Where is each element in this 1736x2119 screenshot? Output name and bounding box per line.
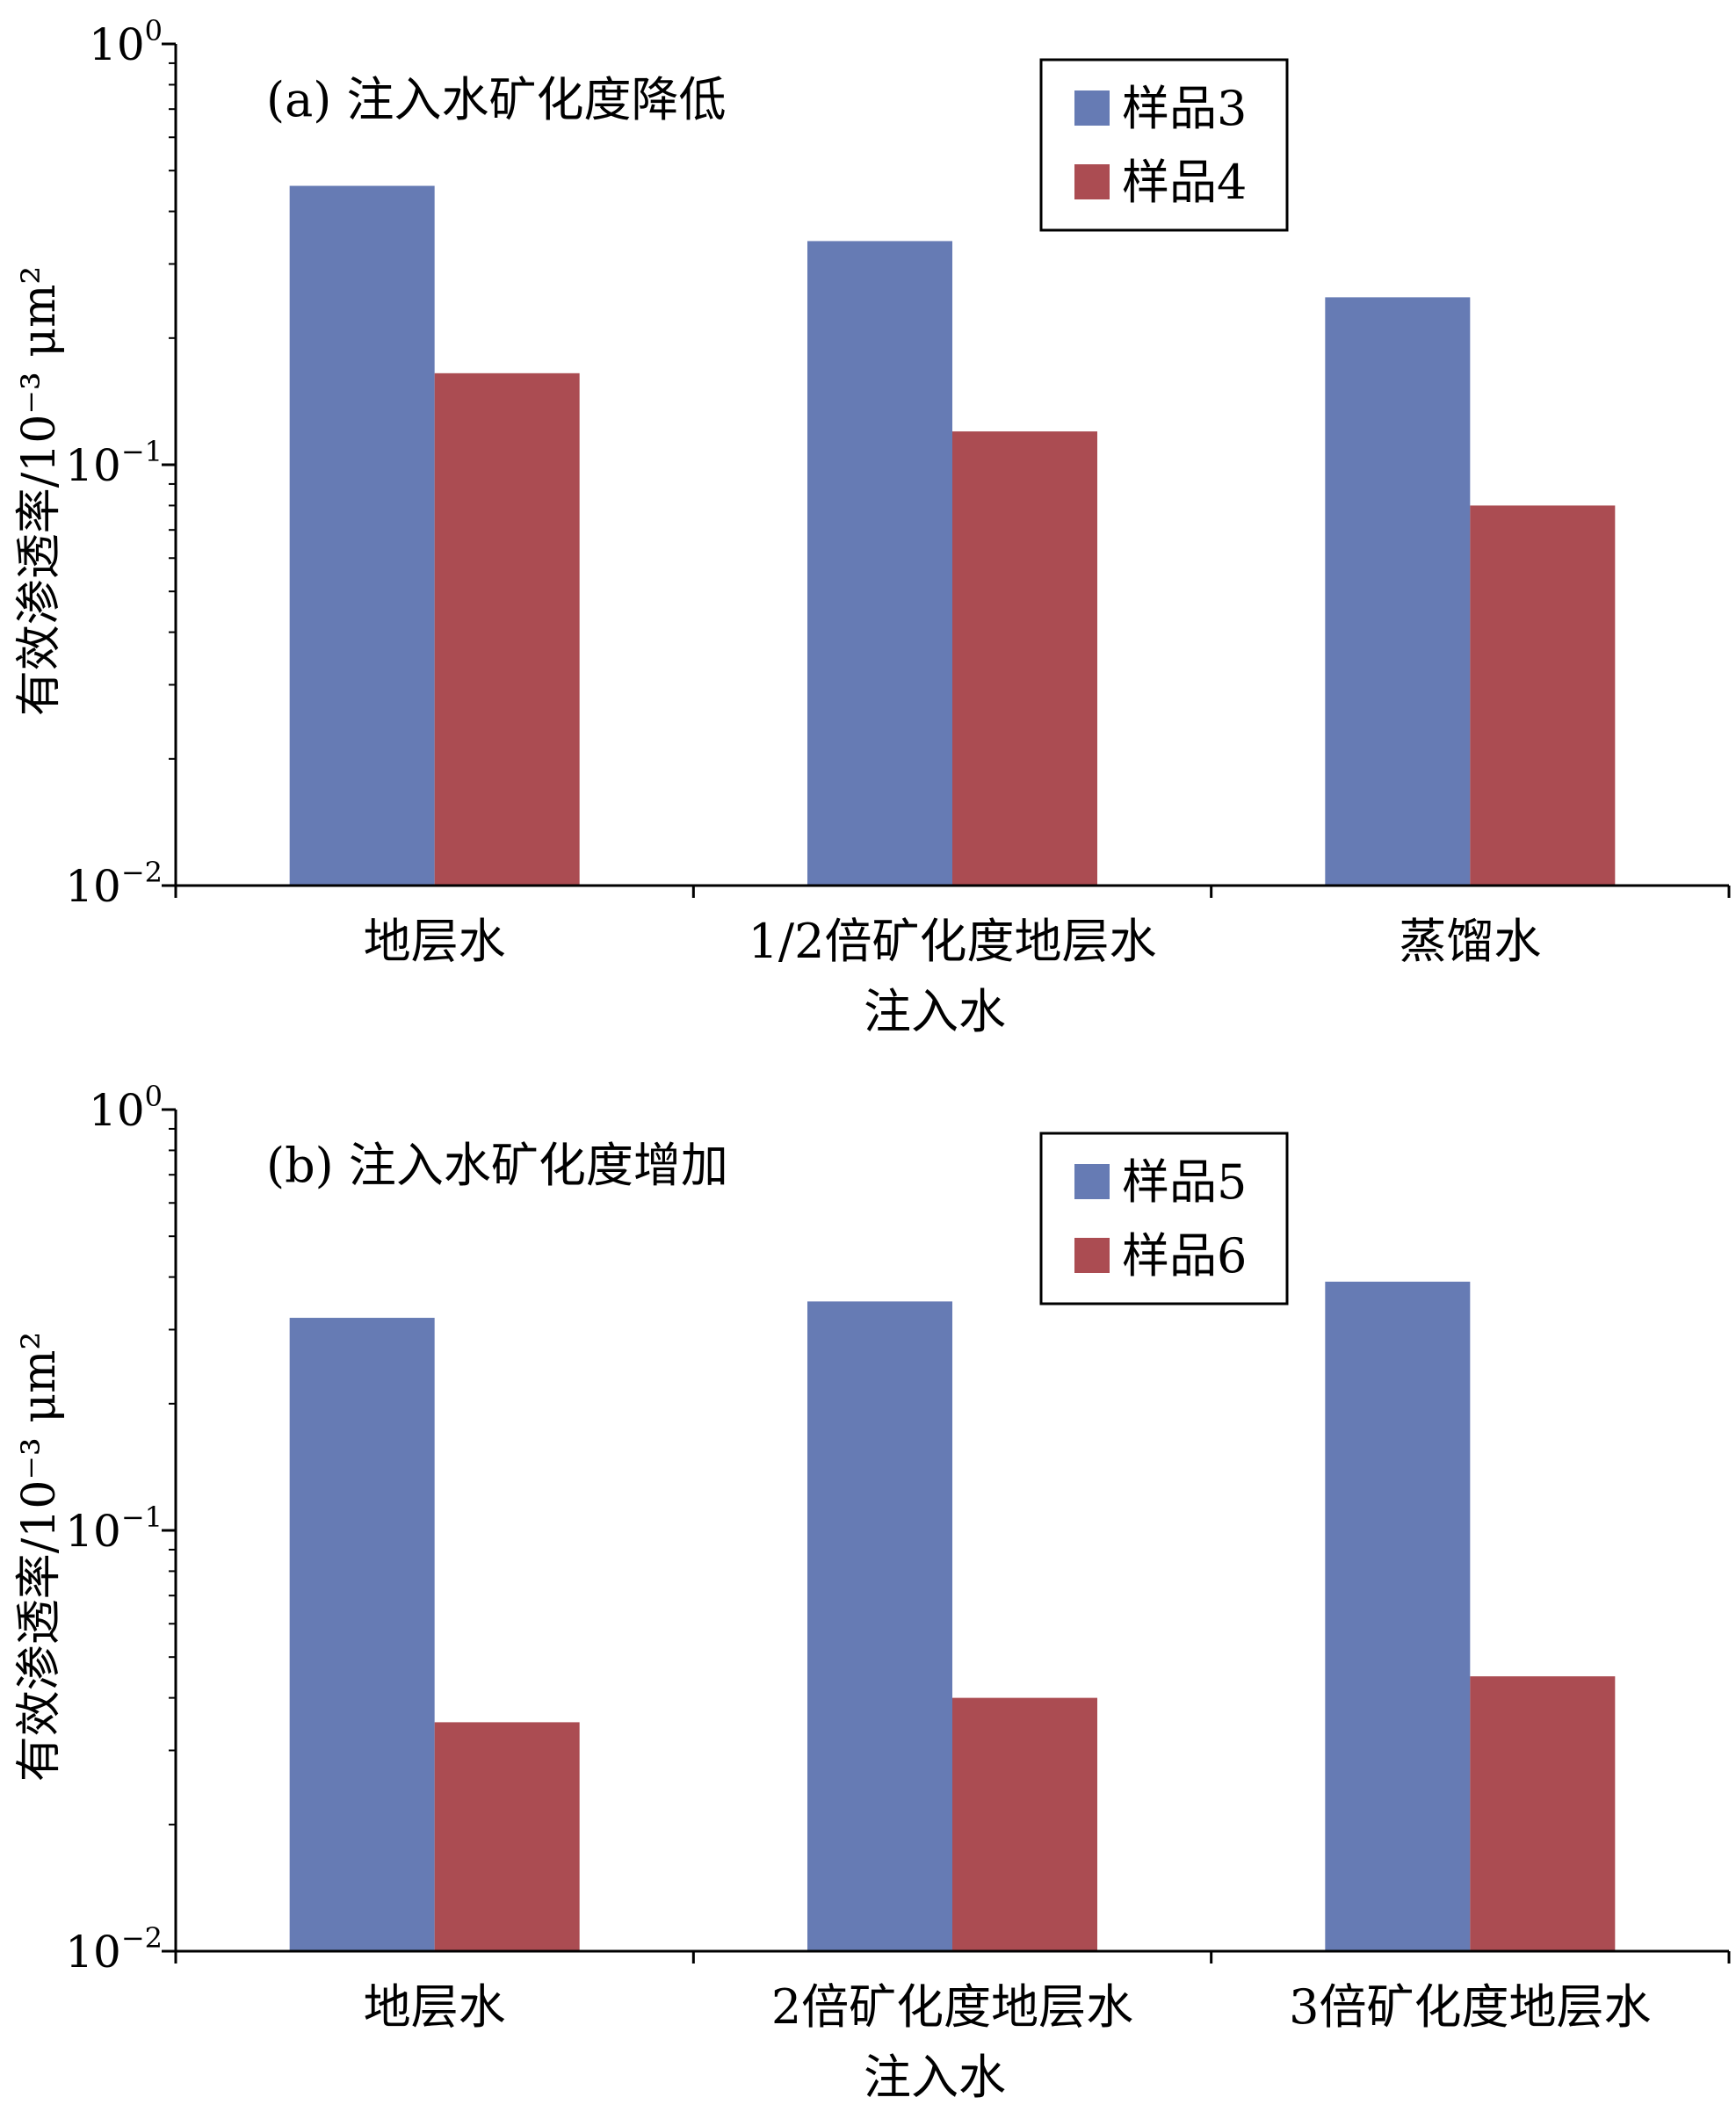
bar-a-s1-c3 bbox=[1325, 297, 1471, 886]
legend-label: 样品5 bbox=[1122, 1154, 1247, 1210]
y-axis-label: 有效渗透率/10⁻³ μm² bbox=[13, 1332, 66, 1782]
legend-swatch bbox=[1074, 164, 1110, 199]
x-tick-label: 1/2倍矿化度地层水 bbox=[749, 914, 1157, 969]
panel-label: (a) 注入水矿化度降低 bbox=[266, 72, 727, 127]
bar-a-s2-c2 bbox=[952, 431, 1097, 886]
bar-a-s2-c1 bbox=[434, 372, 580, 886]
bar-b-s2-c1 bbox=[434, 1722, 580, 1951]
bar-b-s2-c2 bbox=[952, 1697, 1097, 1951]
bar-b-s2-c3 bbox=[1470, 1676, 1616, 1951]
y-tick-label: 100 bbox=[89, 14, 163, 70]
bar-b-s1-c3 bbox=[1325, 1281, 1471, 1951]
y-tick-label: 100 bbox=[89, 1080, 163, 1136]
y-axis-label: 有效渗透率/10⁻³ μm² bbox=[13, 266, 66, 716]
y-tick-label: 10−2 bbox=[65, 856, 163, 912]
x-axis-label: 注入水 bbox=[864, 984, 1006, 1039]
legend-swatch bbox=[1074, 1164, 1110, 1199]
y-tick-label: 10−1 bbox=[65, 435, 163, 491]
legend-label: 样品6 bbox=[1122, 1228, 1247, 1284]
y-tick-label: 10−1 bbox=[65, 1501, 163, 1557]
legend-box bbox=[1039, 1132, 1289, 1305]
bar-b-s1-c1 bbox=[289, 1318, 435, 1951]
x-tick-label: 地层水 bbox=[364, 1979, 506, 2035]
x-tick-label: 地层水 bbox=[364, 914, 506, 969]
bar-a-s1-c1 bbox=[289, 185, 435, 886]
legend-label: 样品4 bbox=[1122, 155, 1247, 210]
chart-panel-b: 地层水 2倍矿化度地层水 3倍矿化度地层水 100 10−1 10−2 有效渗透率/10⁻³… bbox=[13, 1080, 1731, 2105]
legend-box bbox=[1039, 58, 1289, 232]
x-tick-label: 3倍矿化度地层水 bbox=[1289, 1979, 1651, 2035]
y-tick-label: 10−2 bbox=[65, 1921, 163, 1978]
legend-label: 样品3 bbox=[1122, 81, 1247, 136]
x-tick-label: 蒸馏水 bbox=[1399, 914, 1541, 969]
x-axis-label: 注入水 bbox=[864, 2050, 1006, 2105]
bar-a-s2-c3 bbox=[1470, 505, 1616, 886]
panel-label: (b) 注入水矿化度增加 bbox=[266, 1138, 728, 1193]
legend-swatch bbox=[1074, 1238, 1110, 1273]
bar-b-s1-c2 bbox=[807, 1301, 952, 1951]
chart-panel-a: 地层水 1/2倍矿化度地层水 蒸馏水 100 10−1 10−2 有效渗透率/10⁻³ μm… bbox=[13, 14, 1731, 1039]
legend-swatch bbox=[1074, 90, 1110, 126]
bar-a-s1-c2 bbox=[807, 241, 952, 886]
x-tick-label: 2倍矿化度地层水 bbox=[771, 1979, 1133, 2035]
